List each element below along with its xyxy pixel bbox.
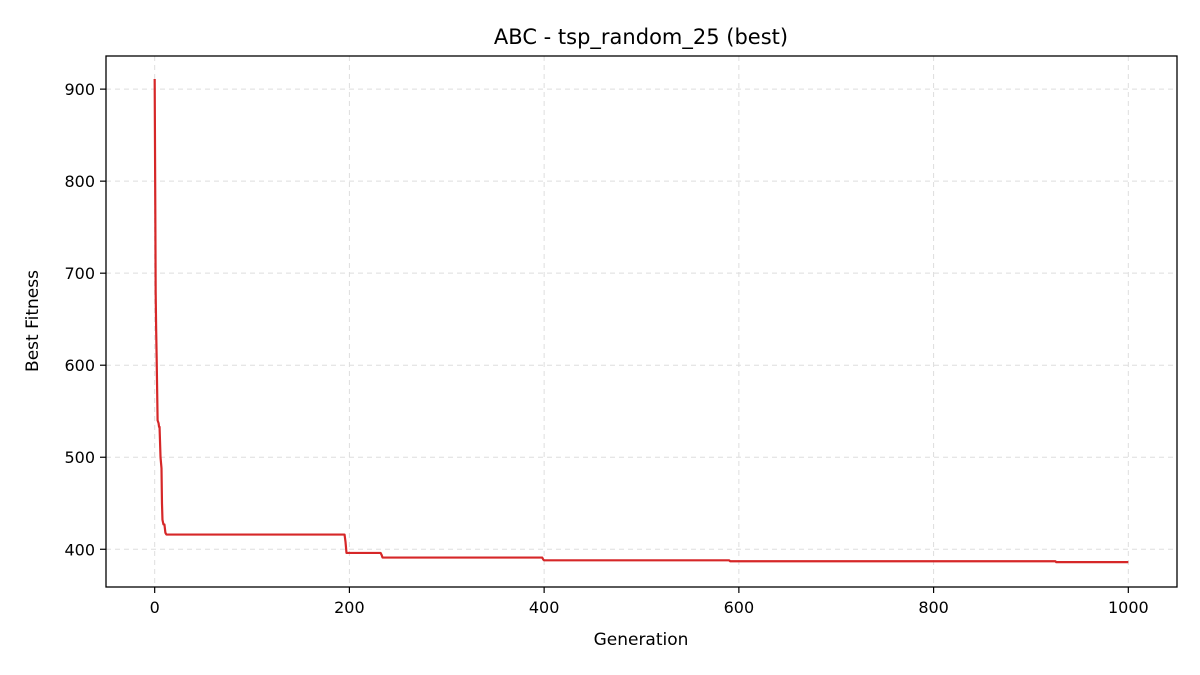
y-tick-label: 500 xyxy=(64,448,95,467)
series-layer xyxy=(153,79,1129,564)
plot-area-frame xyxy=(105,55,1178,588)
y-tick-label: 700 xyxy=(64,264,95,283)
x-tick-label: 800 xyxy=(918,598,949,617)
y-tick-label: 600 xyxy=(64,356,95,375)
x-tick-label: 0 xyxy=(150,598,160,617)
x-tick-label: 200 xyxy=(334,598,365,617)
y-tick-label: 900 xyxy=(64,80,95,99)
y-axis-label: Best Fitness xyxy=(23,270,43,372)
y-tick-label: 400 xyxy=(64,540,95,559)
grid-lines xyxy=(106,56,1177,587)
x-tick-label: 1000 xyxy=(1108,598,1149,617)
x-tick-label: 400 xyxy=(529,598,560,617)
y-tick-label: 800 xyxy=(64,172,95,191)
x-tick-label: 600 xyxy=(724,598,755,617)
x-axis-label: Generation xyxy=(594,630,689,650)
axis-ticks: 0 200 400 600 800 1000 400 500 600 700 800 900 xyxy=(64,80,1148,617)
chart-title: ABC - tsp_random_25 (best) xyxy=(494,25,788,50)
series-line xyxy=(153,79,1129,564)
